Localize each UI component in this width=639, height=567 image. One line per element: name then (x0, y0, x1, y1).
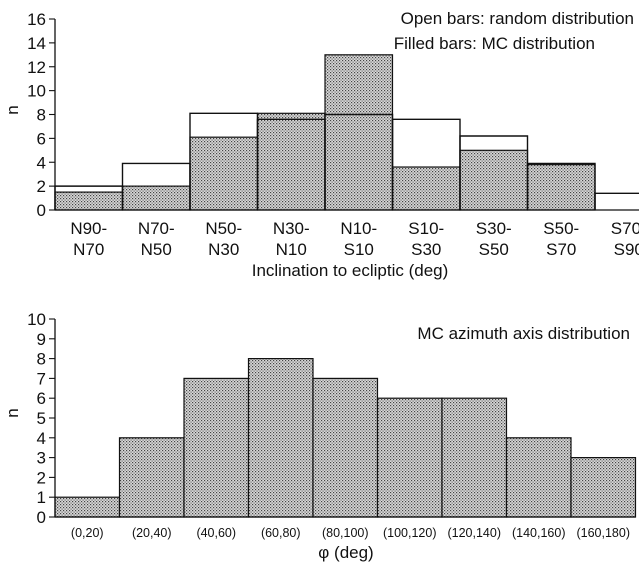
inclination-x-axis-title: Inclination to ecliptic (deg) (252, 261, 449, 280)
azimuth-y-tick-label: 0 (37, 508, 46, 527)
inclination-y-tick-label: 0 (37, 201, 46, 220)
azimuth-bar (118, 437, 185, 518)
mc-bar (459, 149, 529, 211)
mc-bar (121, 185, 191, 211)
mc-bar (391, 166, 461, 211)
azimuth-y-tick-label: 4 (37, 429, 46, 448)
azimuth-y-tick-label: 5 (37, 409, 46, 428)
inclination-y-tick-label: 10 (27, 82, 46, 101)
inclination-category-label: N30 (208, 240, 239, 259)
inclination-category-label: N30- (273, 219, 310, 238)
azimuth-category-label: (100,120) (383, 526, 437, 540)
inclination-y-tick-label: 16 (27, 10, 46, 29)
azimuth-bar (570, 457, 637, 518)
random-bar (526, 162, 596, 210)
inclination-category-label: N10 (276, 240, 307, 259)
azimuth-y-tick-label: 9 (37, 330, 46, 349)
inclination-category-label: N50 (141, 240, 172, 259)
azimuth-category-label: (160,180) (576, 526, 630, 540)
mc-bar (324, 54, 394, 211)
azimuth-x-tick-labels: (0,20) (20,40) (40,60) (60,80) (80,100) (100,… (71, 526, 630, 540)
azimuth-chart-title: MC azimuth axis distribution (417, 324, 630, 343)
inclination-category-label: S10 (344, 240, 374, 259)
azimuth-bar (247, 358, 314, 518)
azimuth-category-label: (120,140) (447, 526, 501, 540)
legend-filled-bars: Filled bars: MC distribution (394, 34, 595, 53)
azimuth-y-tick-label: 10 (27, 310, 46, 329)
inclination-y-tick-label: 12 (27, 58, 46, 77)
legend-open-bars: Open bars: random distribution (401, 9, 634, 28)
inclination-y-axis-title: n (3, 105, 22, 114)
azimuth-bar (54, 496, 121, 518)
inclination-category-label: S30- (476, 219, 512, 238)
azimuth-bar (376, 397, 443, 518)
inclination-category-label: N10- (340, 219, 377, 238)
azimuth-bar (183, 377, 250, 518)
azimuth-y-tick-label: 2 (37, 468, 46, 487)
inclination-category-label: S50- (543, 219, 579, 238)
azimuth-category-label: (140,160) (512, 526, 566, 540)
azimuth-bar (505, 437, 572, 518)
inclination-category-label: S70- (611, 219, 639, 238)
azimuth-bar (441, 397, 508, 518)
azimuth-bar (312, 377, 379, 518)
inclination-category-label: S30 (411, 240, 441, 259)
azimuth-y-tick-label: 1 (37, 488, 46, 507)
azimuth-category-label: (20,40) (132, 526, 172, 540)
azimuth-x-axis-title: φ (deg) (318, 543, 373, 562)
inclination-x-tick-labels: N90- N70 N70- N50 N50- N30 N30- N10 N10- S10 S10- S… (70, 219, 639, 259)
inclination-y-tick-label: 14 (27, 34, 46, 53)
inclination-bars (54, 54, 639, 211)
azimuth-bars (54, 358, 637, 518)
azimuth-category-label: (80,100) (322, 526, 369, 540)
mc-bar (526, 164, 596, 211)
inclination-y-tick-label: 4 (37, 153, 46, 172)
inclination-y-tick-label: 6 (37, 129, 46, 148)
inclination-y-tick-label: 8 (37, 106, 46, 125)
azimuth-category-label: (60,80) (261, 526, 301, 540)
inclination-category-label: S10- (408, 219, 444, 238)
mc-bar (256, 112, 326, 211)
inclination-category-label: N70- (138, 219, 175, 238)
inclination-y-axis: 0 2 4 6 8 10 12 14 16 (27, 10, 56, 220)
azimuth-y-tick-label: 3 (37, 449, 46, 468)
inclination-category-label: N90- (70, 219, 107, 238)
inclination-category-label: N70 (73, 240, 104, 259)
inclination-category-label: N50- (205, 219, 242, 238)
inclination-category-label: S90 (614, 240, 639, 259)
azimuth-category-label: (40,60) (196, 526, 236, 540)
inclination-category-label: S70 (546, 240, 576, 259)
mc-bar (189, 136, 259, 211)
mc-bar (54, 191, 124, 211)
azimuth-y-tick-label: 8 (37, 350, 46, 369)
azimuth-y-axis-title: n (3, 408, 22, 417)
random-bar (594, 192, 639, 210)
azimuth-y-tick-label: 6 (37, 389, 46, 408)
inclination-y-tick-label: 2 (37, 177, 46, 196)
azimuth-y-tick-label: 7 (37, 369, 46, 388)
inclination-category-label: S50 (479, 240, 509, 259)
azimuth-category-label: (0,20) (71, 526, 104, 540)
